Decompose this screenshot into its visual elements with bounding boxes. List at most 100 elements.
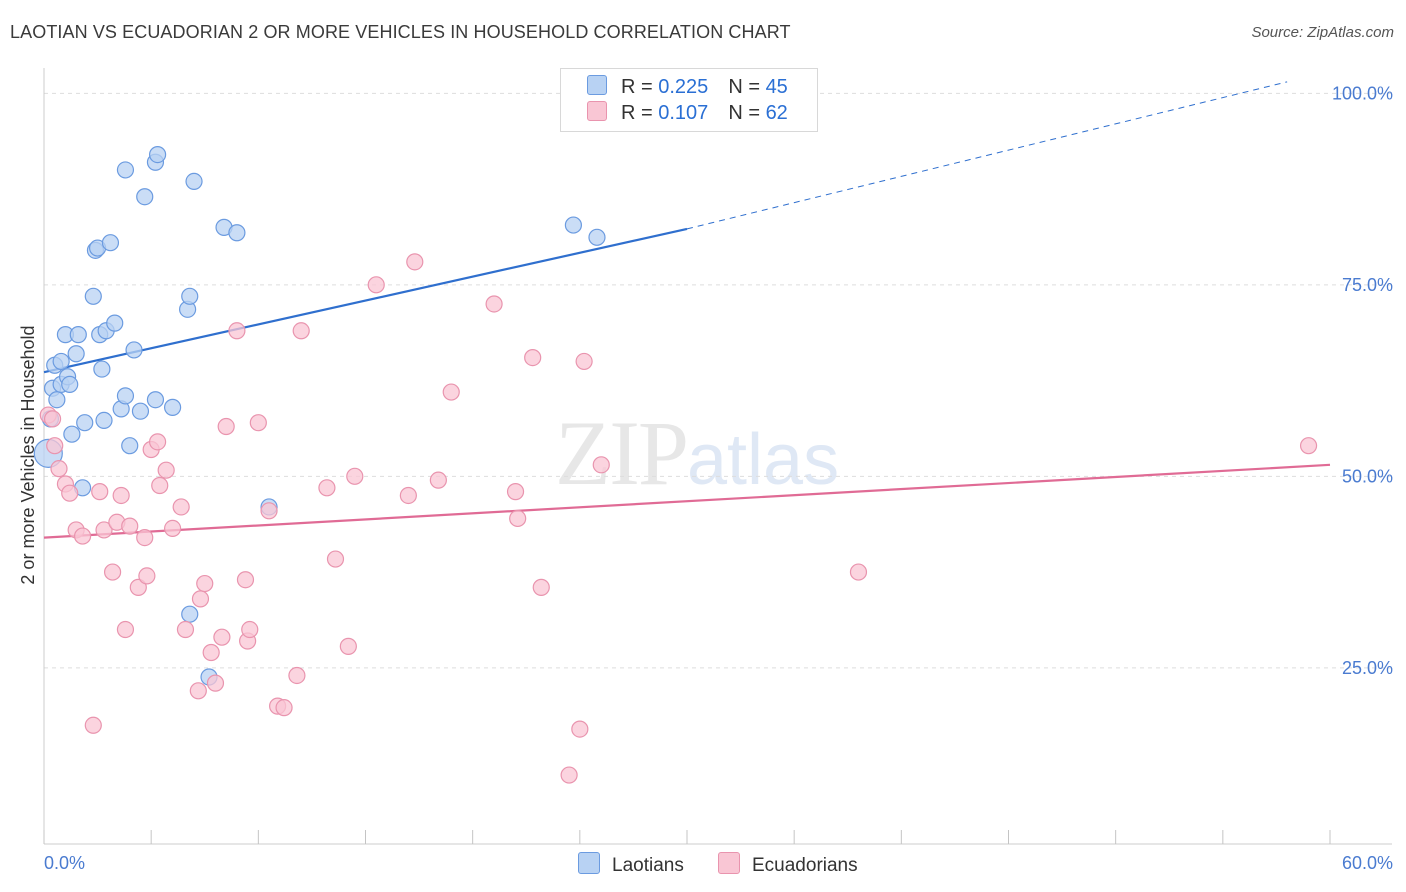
- trend-line-0: [43, 227, 688, 374]
- data-point: [196, 574, 214, 593]
- watermark: ZIPatlas: [555, 400, 839, 506]
- y-tick-label: 100.0%: [1332, 83, 1393, 103]
- data-point: [63, 425, 81, 443]
- data-point: [524, 348, 542, 367]
- data-point: [429, 471, 447, 489]
- data-point: [509, 509, 527, 528]
- legend-r-value: 0.225: [658, 76, 709, 98]
- y-tick-label: 50.0%: [1342, 466, 1393, 486]
- data-point: [189, 682, 207, 700]
- data-point: [592, 456, 610, 474]
- bottom-legend-ecuadorians: Ecuadorians: [718, 852, 858, 877]
- data-point: [485, 295, 503, 313]
- data-point: [217, 417, 235, 436]
- x-tick-label: 0.0%: [44, 853, 85, 873]
- data-points: [33, 146, 1318, 784]
- data-point: [67, 345, 85, 363]
- data-point: [151, 476, 169, 495]
- data-point: [202, 643, 220, 662]
- data-point: [164, 398, 182, 416]
- data-point: [131, 402, 150, 420]
- data-point: [442, 383, 460, 401]
- data-point: [288, 666, 306, 685]
- data-point: [164, 519, 182, 538]
- data-point: [249, 414, 267, 432]
- data-point: [564, 216, 583, 234]
- axes: [43, 68, 1392, 845]
- laotians-swatch-icon: [587, 75, 607, 95]
- watermark-atlas: atlas: [687, 420, 840, 500]
- data-point: [61, 375, 79, 393]
- data-point: [228, 224, 246, 242]
- bottom-legend-label: Ecuadorians: [752, 855, 858, 876]
- data-point: [1299, 437, 1318, 455]
- data-point: [84, 287, 102, 305]
- data-point: [116, 387, 135, 405]
- chart-title: LAOTIAN VS ECUADORIAN 2 OR MORE VEHICLES…: [10, 22, 791, 42]
- data-point: [121, 517, 139, 535]
- data-point: [181, 287, 199, 305]
- data-point: [106, 314, 124, 332]
- data-point: [532, 578, 550, 596]
- data-point: [121, 437, 139, 455]
- data-point: [116, 161, 135, 179]
- data-point: [575, 352, 593, 371]
- legend-n-value: 45: [765, 76, 788, 98]
- data-point: [136, 188, 154, 206]
- source-label: Source: ZipAtlas.com: [1251, 24, 1394, 41]
- data-point: [91, 483, 109, 501]
- data-point: [292, 322, 310, 340]
- data-point: [326, 550, 345, 568]
- y-axis-label: 2 or more Vehicles in Household: [18, 325, 38, 584]
- data-point: [236, 571, 255, 589]
- laotians-legend-icon: [578, 852, 600, 874]
- legend-n-label: N =: [728, 76, 766, 98]
- data-point: [172, 498, 190, 516]
- legend-row-laotians: R = 0.225 N = 45: [587, 75, 788, 101]
- data-point: [112, 486, 130, 505]
- data-point: [185, 172, 203, 191]
- data-point: [346, 467, 364, 485]
- trend-line-dashed: [686, 81, 1288, 230]
- bottom-legend-label: Laotians: [612, 855, 684, 876]
- data-point: [588, 228, 606, 246]
- data-point: [228, 322, 246, 340]
- data-point: [181, 605, 199, 623]
- legend-row-ecuadorians: R = 0.107 N = 62: [587, 101, 788, 127]
- data-point: [48, 391, 66, 409]
- data-point: [176, 620, 195, 639]
- y-tick-label: 25.0%: [1342, 658, 1393, 678]
- data-point: [84, 716, 102, 734]
- data-point: [73, 527, 92, 545]
- data-point: [93, 360, 111, 378]
- data-point: [125, 341, 143, 359]
- data-point: [241, 620, 259, 639]
- watermark-zip: ZIP: [555, 402, 689, 504]
- data-point: [275, 699, 293, 717]
- legend-n-value: 62: [765, 102, 788, 124]
- trend-lines: [43, 81, 1331, 539]
- data-point: [50, 460, 68, 478]
- y-tick-label: 75.0%: [1342, 275, 1393, 295]
- data-point: [849, 563, 868, 581]
- data-point: [506, 483, 525, 501]
- legend: R = 0.225 N = 45 R = 0.107 N = 62: [560, 68, 818, 132]
- data-point: [43, 410, 62, 428]
- data-point: [69, 326, 87, 344]
- data-point: [101, 234, 120, 252]
- x-tick-label: 60.0%: [1342, 853, 1393, 873]
- legend-r-label: R =: [621, 102, 659, 124]
- data-point: [148, 146, 167, 164]
- data-point: [406, 253, 424, 271]
- data-point: [399, 486, 417, 505]
- data-point: [103, 563, 122, 581]
- data-point: [213, 628, 231, 646]
- legend-n-label: N =: [728, 102, 766, 124]
- data-point: [138, 567, 156, 585]
- ecuadorians-swatch-icon: [587, 101, 607, 121]
- data-point: [52, 352, 70, 371]
- data-point: [367, 276, 385, 294]
- data-point: [95, 411, 113, 430]
- tick-labels: 25.0% 50.0% 75.0% 100.0% 0.0% 60.0%: [44, 83, 1393, 873]
